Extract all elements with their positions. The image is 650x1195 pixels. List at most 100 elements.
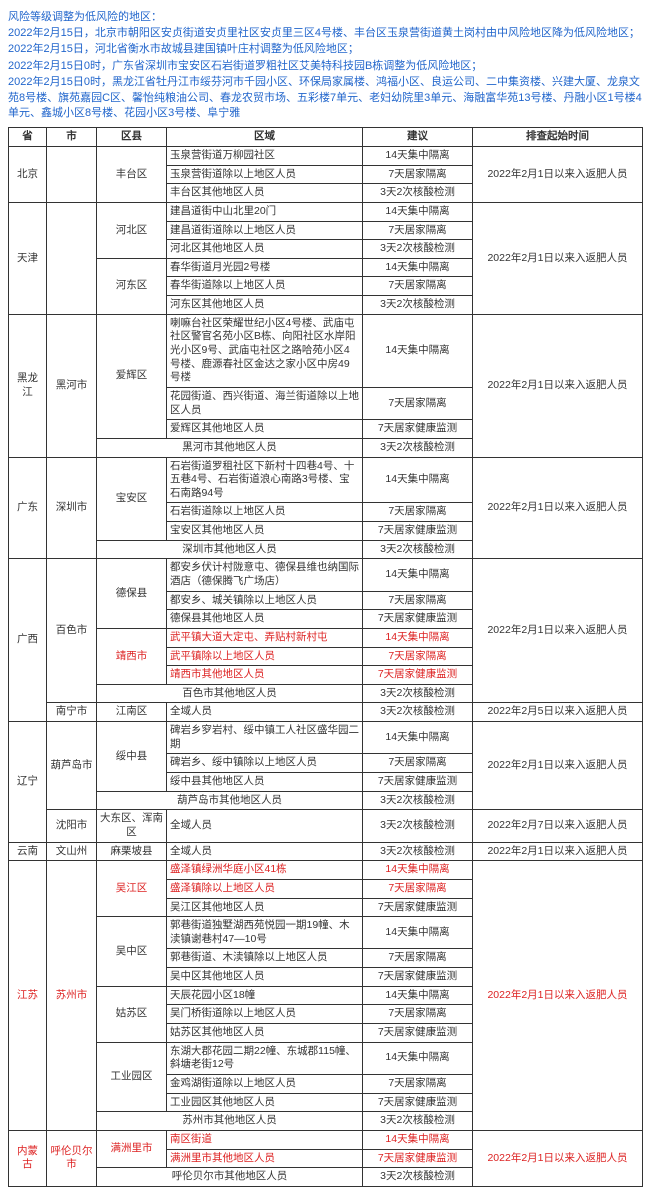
- announcement-line: 2022年2月15日0时，黑龙江省牡丹江市绥芬河市千园小区、环保局家属楼、鸿福小…: [8, 75, 642, 121]
- cell-area: 德保县其他地区人员: [167, 610, 363, 629]
- cell-advice: 7天居家健康监测: [363, 898, 473, 917]
- table-header-row: 省 市 区县 区域 建议 排查起始时间: [9, 128, 643, 147]
- cell-area: 绥中县其他地区人员: [167, 773, 363, 792]
- cell-area: 碑岩乡穸岩村、绥中镇工人社区盛华园二期: [167, 722, 363, 754]
- cell-area: 武平镇大道大定屯、弄贴村新村屯: [167, 628, 363, 647]
- cell-county: 工业园区: [97, 1042, 167, 1112]
- announcement-title: 风险等级调整为低风险的地区：: [8, 8, 642, 24]
- cell-county: 麻栗坡县: [97, 842, 167, 861]
- cell-area: 玉泉营街道除以上地区人员: [167, 165, 363, 184]
- cell-advice: 7天居家隔离: [363, 277, 473, 296]
- cell-time: 2022年2月7日以来入返肥人员: [473, 810, 643, 842]
- cell-county: 姑苏区: [97, 986, 167, 1042]
- cell-time: 2022年2月1日以来入返肥人员: [473, 457, 643, 559]
- cell-county: 吴中区: [97, 917, 167, 987]
- cell-county: 靖西市: [97, 628, 167, 684]
- cell-county: 江南区: [97, 703, 167, 722]
- col-province: 省: [9, 128, 47, 147]
- table-row: 辽宁葫芦岛市绥中县碑岩乡穸岩村、绥中镇工人社区盛华园二期14天集中隔离2022年…: [9, 722, 643, 754]
- cell-advice: 7天居家隔离: [363, 503, 473, 522]
- announcement-line: 2022年2月15日，北京市朝阳区安贞街道安贞里社区安贞里三区4号楼、丰台区玉泉…: [8, 26, 642, 41]
- cell-advice: 3天2次核酸检测: [363, 842, 473, 861]
- cell-area: 盛泽镇除以上地区人员: [167, 879, 363, 898]
- cell-advice: 7天居家隔离: [363, 165, 473, 184]
- cell-advice: 7天居家隔离: [363, 591, 473, 610]
- table-row: 天津河北区建昌道街中山北里20门14天集中隔离2022年2月1日以来入返肥人员: [9, 202, 643, 221]
- cell-city: 苏州市: [47, 861, 97, 1131]
- cell-area: 爱辉区其他地区人员: [167, 420, 363, 439]
- cell-city: [47, 146, 97, 202]
- cell-area: 郭巷街道独墅湖西苑悦园一期19幢、木渎镇谢巷村47—10号: [167, 917, 363, 949]
- cell-city: 沈阳市: [47, 810, 97, 842]
- table-row: 北京丰台区玉泉营街道万柳园社区14天集中隔离2022年2月1日以来入返肥人员: [9, 146, 643, 165]
- risk-table: 省 市 区县 区域 建议 排查起始时间 北京丰台区玉泉营街道万柳园社区14天集中…: [8, 127, 643, 1186]
- announcement-block: 风险等级调整为低风险的地区： 2022年2月15日，北京市朝阳区安贞街道安贞里社…: [8, 8, 642, 121]
- cell-area: 都安乡伏计村陇意屯、德保县维也纳国际酒店（德保腾飞广场店）: [167, 559, 363, 591]
- table-row: 南宁市江南区全域人员3天2次核酸检测2022年2月5日以来入返肥人员: [9, 703, 643, 722]
- cell-county: 河北区: [97, 202, 167, 258]
- cell-advice: 7天居家健康监测: [363, 666, 473, 685]
- cell-area: 石岩街道除以上地区人员: [167, 503, 363, 522]
- cell-advice: 7天居家健康监测: [363, 610, 473, 629]
- cell-advice: 7天居家健康监测: [363, 968, 473, 987]
- cell-area: 喇嘛台社区荣耀世纪小区4号楼、武庙屯社区警官名苑小区B栋、向阳社区水岸阳光小区9…: [167, 314, 363, 387]
- cell-area: 郭巷街道、木渎镇除以上地区人员: [167, 949, 363, 968]
- cell-time: 2022年2月1日以来入返肥人员: [473, 559, 643, 703]
- cell-area: 全域人员: [167, 842, 363, 861]
- cell-area: 南区街道: [167, 1130, 363, 1149]
- cell-time: 2022年2月1日以来入返肥人员: [473, 202, 643, 314]
- cell-advice: 3天2次核酸检测: [363, 684, 473, 703]
- cell-advice: 14天集中隔离: [363, 559, 473, 591]
- cell-county: 宝安区: [97, 457, 167, 540]
- cell-area: 全域人员: [167, 810, 363, 842]
- cell-city: 黑河市: [47, 314, 97, 457]
- cell-advice: 14天集中隔离: [363, 1130, 473, 1149]
- cell-advice: 7天居家隔离: [363, 879, 473, 898]
- col-area: 区域: [167, 128, 363, 147]
- cell-advice: 3天2次核酸检测: [363, 791, 473, 810]
- cell-county: 苏州市其他地区人员: [97, 1112, 363, 1131]
- cell-province: 云南: [9, 842, 47, 861]
- cell-time: 2022年2月1日以来入返肥人员: [473, 146, 643, 202]
- cell-area: 吴门桥街道除以上地区人员: [167, 1005, 363, 1024]
- cell-province: 北京: [9, 146, 47, 202]
- cell-area: 工业园区其他地区人员: [167, 1093, 363, 1112]
- cell-advice: 3天2次核酸检测: [363, 540, 473, 559]
- col-advice: 建议: [363, 128, 473, 147]
- cell-area: 武平镇除以上地区人员: [167, 647, 363, 666]
- cell-advice: 14天集中隔离: [363, 457, 473, 503]
- cell-county: 爱辉区: [97, 314, 167, 438]
- announcement-line: 2022年2月15日，河北省衡水市故城县建国镇叶庄村调整为低风险地区；: [8, 42, 642, 57]
- col-time: 排查起始时间: [473, 128, 643, 147]
- cell-time: 2022年2月1日以来入返肥人员: [473, 1130, 643, 1186]
- cell-area: 河北区其他地区人员: [167, 240, 363, 259]
- cell-province: 广东: [9, 457, 47, 559]
- cell-city: [47, 202, 97, 314]
- cell-advice: 14天集中隔离: [363, 202, 473, 221]
- cell-advice: 7天居家隔离: [363, 647, 473, 666]
- cell-province: 天津: [9, 202, 47, 314]
- cell-area: 宝安区其他地区人员: [167, 522, 363, 541]
- cell-province: 广西: [9, 559, 47, 722]
- cell-county: 葫芦岛市其他地区人员: [97, 791, 363, 810]
- cell-area: 满洲里市其他地区人员: [167, 1149, 363, 1168]
- cell-city: 深圳市: [47, 457, 97, 559]
- cell-advice: 3天2次核酸检测: [363, 1112, 473, 1131]
- cell-advice: 7天居家健康监测: [363, 420, 473, 439]
- cell-advice: 3天2次核酸检测: [363, 296, 473, 315]
- cell-county: 百色市其他地区人员: [97, 684, 363, 703]
- announcement-line: 2022年2月15日0时，广东省深圳市宝安区石岩街道罗粗社区艾美特科技园B栋调整…: [8, 59, 642, 74]
- table-row: 沈阳市大东区、浑南区全域人员3天2次核酸检测2022年2月7日以来入返肥人员: [9, 810, 643, 842]
- cell-city: 葫芦岛市: [47, 722, 97, 810]
- cell-advice: 7天居家健康监测: [363, 773, 473, 792]
- cell-city: 南宁市: [47, 703, 97, 722]
- cell-advice: 14天集中隔离: [363, 722, 473, 754]
- cell-county: 丰台区: [97, 146, 167, 202]
- cell-time: 2022年2月5日以来入返肥人员: [473, 703, 643, 722]
- cell-advice: 3天2次核酸检测: [363, 1168, 473, 1187]
- cell-time: 2022年2月1日以来入返肥人员: [473, 842, 643, 861]
- cell-area: 碑岩乡、绥中镇除以上地区人员: [167, 754, 363, 773]
- cell-city: 百色市: [47, 559, 97, 703]
- cell-advice: 7天居家隔离: [363, 387, 473, 419]
- cell-area: 吴江区其他地区人员: [167, 898, 363, 917]
